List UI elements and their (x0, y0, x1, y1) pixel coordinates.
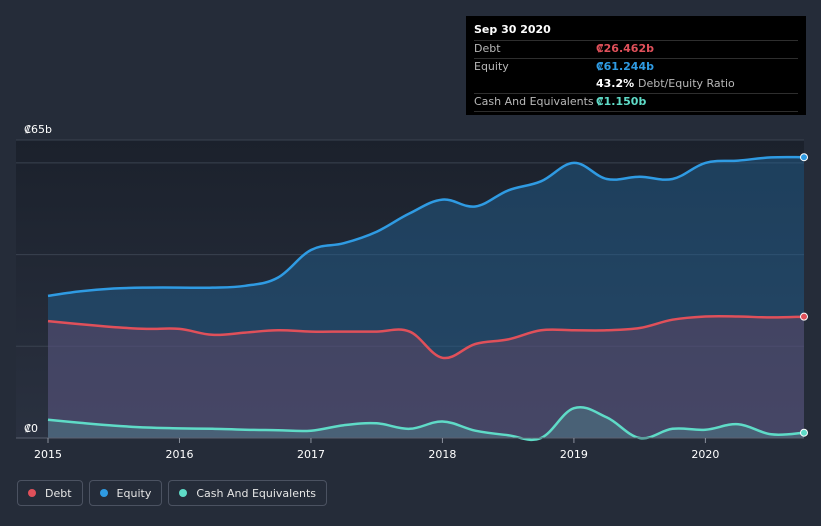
debt-area (48, 316, 804, 438)
tooltip-cash-label: Cash And Equivalents (474, 95, 594, 108)
legend-equity-label: Equity (116, 486, 152, 500)
cash-and-equivalents-endpoint (800, 428, 808, 437)
legend-item-equity[interactable]: Equity (88, 480, 163, 506)
plot-background (16, 140, 804, 438)
equity-dot-icon (99, 489, 108, 497)
series-endpoints (800, 153, 808, 437)
x-tick-label: 2015 (34, 448, 62, 461)
x-axis: 2015 2016 2017 2018 2019 2020 (16, 437, 804, 461)
debt-line (47, 314, 805, 360)
gridlines (16, 139, 804, 347)
tooltip-equity-label: Equity (474, 60, 509, 73)
tooltip-cash-row: Cash And Equivalents ₡1.150b (474, 93, 798, 112)
series-lines (47, 155, 805, 442)
y-tick-bottom: ₡0 (24, 422, 38, 435)
series-areas (48, 157, 804, 440)
legend-item-debt[interactable]: Debt (17, 480, 83, 506)
legend-debt-label: Debt (45, 486, 72, 500)
equity-endpoint (800, 153, 808, 162)
tooltip-debt-row: Debt ₡26.462b (474, 40, 798, 58)
y-tick-top: ₡65b (24, 123, 52, 136)
equity-line (47, 155, 805, 298)
legend: Debt Equity Cash And Equivalents (17, 480, 327, 507)
cash-and-equivalents-area (48, 407, 804, 440)
debt-dot-icon (28, 489, 36, 497)
cash-and-equivalents-line (47, 406, 805, 442)
tooltip-cash-value: ₡1.150b (596, 95, 647, 108)
tooltip-ratio-label: Debt/Equity Ratio (638, 77, 735, 90)
x-tick-label: 2018 (428, 448, 456, 461)
debt-endpoint (800, 312, 808, 321)
tooltip-panel: Sep 30 2020 Debt ₡26.462b Equity ₡61.244… (466, 16, 806, 115)
x-tick-label: 2019 (560, 448, 588, 461)
x-tick-label: 2017 (297, 448, 325, 461)
legend-item-cash[interactable]: Cash And Equivalents (168, 480, 327, 506)
cash-dot-icon (179, 489, 188, 497)
tooltip-ratio-wrap: 43.2% Debt/Equity Ratio (596, 76, 735, 92)
x-tick-label: 2016 (165, 448, 193, 461)
tooltip-ratio-row: 43.2% Debt/Equity Ratio (474, 76, 798, 93)
tooltip-equity-row: Equity ₡61.244b (474, 58, 798, 76)
tooltip-debt-value: ₡26.462b (596, 42, 654, 55)
tooltip-equity-value: ₡61.244b (596, 60, 654, 73)
tooltip-debt-label: Debt (474, 42, 501, 55)
x-tick-label: 2020 (691, 448, 719, 461)
tooltip-ratio-value: 43.2% (596, 77, 635, 90)
equity-area (48, 157, 804, 438)
legend-cash-label: Cash And Equivalents (196, 486, 316, 500)
tooltip-date: Sep 30 2020 (474, 23, 551, 36)
